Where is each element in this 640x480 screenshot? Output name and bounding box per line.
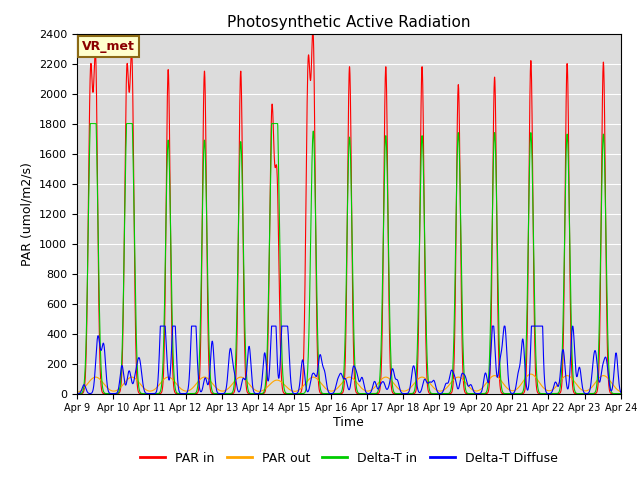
PAR in — [472, 391, 480, 396]
PAR in — [282, 391, 289, 396]
PAR in — [617, 391, 625, 396]
X-axis label: Time: Time — [333, 416, 364, 429]
PAR out — [138, 383, 146, 389]
PAR out — [567, 374, 575, 380]
PAR out — [413, 377, 421, 383]
Line: PAR out: PAR out — [77, 374, 621, 393]
Delta-T Diffuse — [282, 323, 289, 329]
PAR out — [617, 389, 625, 395]
Delta-T Diffuse — [588, 369, 596, 374]
Delta-T Diffuse — [413, 385, 421, 391]
Y-axis label: PAR (umol/m2/s): PAR (umol/m2/s) — [20, 162, 33, 265]
PAR in — [588, 391, 596, 396]
PAR in — [413, 372, 421, 377]
PAR in — [567, 327, 575, 333]
PAR out — [564, 373, 572, 379]
PAR in — [564, 106, 572, 111]
Delta-T Diffuse — [617, 389, 625, 395]
PAR out — [588, 384, 596, 390]
Delta-T in — [73, 391, 81, 396]
Line: Delta-T in: Delta-T in — [77, 123, 621, 394]
Line: Delta-T Diffuse: Delta-T Diffuse — [77, 326, 621, 394]
Legend: PAR in, PAR out, Delta-T in, Delta-T Diffuse: PAR in, PAR out, Delta-T in, Delta-T Dif… — [135, 447, 563, 469]
PAR in — [73, 391, 81, 396]
Delta-T in — [413, 342, 421, 348]
Delta-T in — [138, 391, 146, 396]
Delta-T in — [567, 297, 575, 302]
Line: PAR in: PAR in — [77, 34, 621, 394]
Text: VR_met: VR_met — [82, 40, 135, 53]
Delta-T in — [588, 391, 596, 396]
Delta-T Diffuse — [73, 391, 81, 396]
Title: Photosynthetic Active Radiation: Photosynthetic Active Radiation — [227, 15, 470, 30]
PAR out — [527, 371, 534, 377]
Delta-T Diffuse — [138, 372, 146, 378]
PAR in — [138, 391, 146, 396]
PAR in — [308, 31, 316, 36]
PAR out — [282, 383, 289, 388]
Delta-T Diffuse — [147, 391, 155, 396]
Delta-T in — [86, 120, 94, 126]
Delta-T in — [564, 154, 572, 159]
PAR out — [73, 390, 81, 396]
Delta-T in — [146, 391, 154, 396]
Delta-T Diffuse — [567, 351, 575, 357]
Delta-T in — [617, 391, 625, 396]
Delta-T Diffuse — [157, 323, 164, 329]
Delta-T Diffuse — [564, 385, 572, 391]
Delta-T in — [282, 390, 289, 396]
